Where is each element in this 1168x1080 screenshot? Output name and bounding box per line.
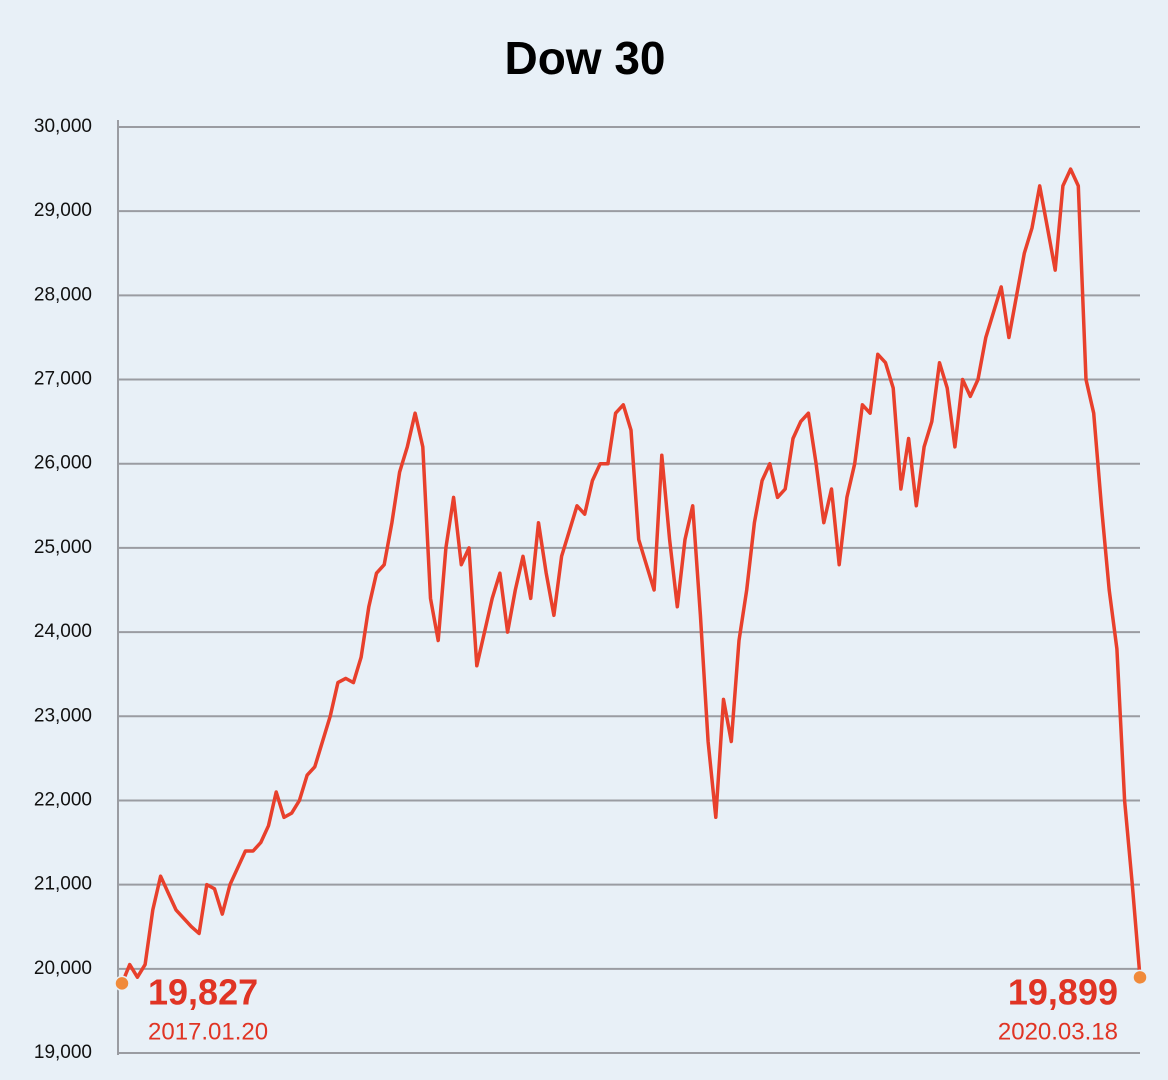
y-tick-label: 24,000 bbox=[34, 621, 92, 642]
annotation-value: 19,899 bbox=[1008, 972, 1118, 1013]
annotation-date: 2017.01.20 bbox=[148, 1018, 268, 1045]
y-tick-label: 25,000 bbox=[34, 537, 92, 558]
y-tick-label: 20,000 bbox=[34, 958, 92, 979]
chart-title: Dow 30 bbox=[504, 32, 665, 84]
y-tick-label: 26,000 bbox=[34, 453, 92, 474]
y-tick-label: 28,000 bbox=[34, 284, 92, 305]
y-tick-label: 19,000 bbox=[34, 1042, 92, 1063]
y-tick-label: 21,000 bbox=[34, 874, 92, 895]
annotation-value: 19,827 bbox=[148, 972, 258, 1013]
y-tick-label: 23,000 bbox=[34, 705, 92, 726]
annotation-marker bbox=[114, 975, 130, 992]
y-tick-label: 30,000 bbox=[34, 116, 92, 137]
annotation-marker bbox=[1132, 969, 1148, 986]
y-tick-label: 22,000 bbox=[34, 789, 92, 810]
y-tick-label: 29,000 bbox=[34, 200, 92, 221]
annotation-date: 2020.03.18 bbox=[998, 1018, 1118, 1045]
y-tick-label: 27,000 bbox=[34, 369, 92, 390]
line bbox=[120, 167, 1142, 985]
